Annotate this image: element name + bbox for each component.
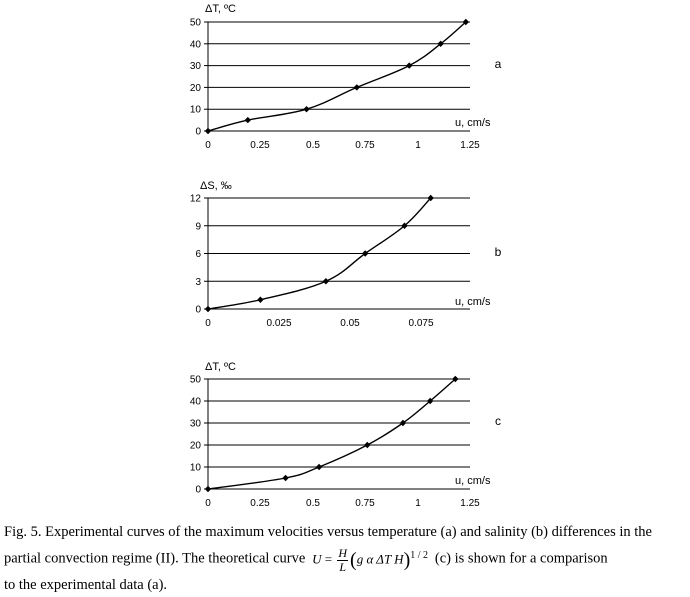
- data-point: [364, 441, 371, 449]
- y-tick-label: 30: [190, 419, 202, 430]
- x-tick-label: 0: [205, 140, 211, 151]
- formula-denominator: L: [339, 559, 347, 574]
- data-point: [362, 250, 369, 257]
- data-point: [303, 106, 310, 113]
- y-axis-label: ΔT, ºC: [205, 361, 236, 373]
- x-tick-label: 0.25: [250, 140, 270, 151]
- panel-label: c: [495, 414, 501, 428]
- x-tick-label: 1.25: [460, 140, 480, 151]
- y-tick-label: 50: [190, 375, 202, 386]
- x-axis-label: u, cm/s: [455, 475, 491, 487]
- y-tick-label: 10: [190, 463, 202, 474]
- data-point: [204, 485, 212, 493]
- caption-line-2-before: partial convection regime (II). The theo…: [4, 550, 306, 567]
- data-point: [204, 127, 212, 135]
- data-point: [426, 397, 434, 405]
- data-point: [462, 18, 470, 26]
- x-tick-label: 0.25: [250, 498, 270, 509]
- data-point: [353, 84, 361, 91]
- x-tick-label: 0.5: [306, 140, 320, 151]
- y-axis-label: ΔS, ‰: [200, 180, 232, 192]
- panel-label: a: [495, 57, 502, 71]
- panel-label: b: [495, 245, 502, 259]
- formula-numerator: H: [337, 545, 349, 561]
- data-point: [244, 116, 252, 124]
- data-point: [322, 278, 330, 285]
- formula-lhs: U: [312, 551, 322, 567]
- series-line: [207, 197, 432, 310]
- y-axis-label: ΔT, ºC: [205, 3, 236, 15]
- y-tick-label: 0: [195, 305, 201, 316]
- data-point: [406, 62, 413, 69]
- caption-line-2-after: (c) is shown for a comparison: [434, 550, 608, 567]
- formula-body: g α ΔT H: [356, 551, 404, 567]
- data-point: [282, 474, 289, 482]
- data-point: [437, 40, 444, 47]
- x-tick-label: 1: [415, 140, 421, 151]
- caption-line-2: partial convection regime (II). The theo…: [4, 544, 688, 574]
- x-axis-label: u, cm/s: [455, 296, 491, 308]
- y-tick-label: 0: [195, 485, 201, 496]
- chart-panel-c: 0 10 20 30 40 50 0 0.25 0.5 0.75 1 1.25 ΔT, ºC u, cm/…: [190, 361, 501, 509]
- formula-eq: =: [324, 551, 333, 567]
- y-tick-label: 0: [195, 127, 201, 138]
- data-point: [399, 419, 407, 427]
- y-tick-label: 40: [190, 39, 202, 50]
- x-tick-label: 1: [415, 498, 421, 509]
- series-line: [207, 378, 456, 490]
- x-tick-label: 0.5: [306, 498, 320, 509]
- caption-line-3: to the experimental data (a).: [4, 576, 168, 593]
- theory-formula: U = H L (g α ΔT H)1 / 2: [312, 545, 429, 574]
- x-tick-label: 1.25: [460, 498, 480, 509]
- data-point: [427, 194, 434, 202]
- data-point: [204, 305, 212, 313]
- series-line: [207, 21, 467, 132]
- chart-panel-b: 0 3 6 9 12 0 0.025 0.05 0.075 ΔS, ‰ u, cm/s b: [190, 180, 502, 329]
- chart-panel-a: 0 10 20 30 40 50 0 0.25 0.5 0.75 1 1.25 ΔT, ºC u, cm/…: [190, 3, 502, 151]
- x-tick-label: 0.05: [340, 318, 360, 329]
- x-tick-label: 0.75: [355, 498, 375, 509]
- figure-caption: Fig. 5. Experimental curves of the maxim…: [4, 521, 688, 597]
- formula-exponent: 1 / 2: [410, 550, 429, 561]
- data-point: [401, 222, 408, 229]
- x-tick-label: 0.075: [408, 318, 433, 329]
- caption-line-1: Fig. 5. Experimental curves of the maxim…: [4, 524, 652, 540]
- data-point: [315, 463, 323, 471]
- x-tick-label: 0.75: [355, 140, 375, 151]
- y-tick-label: 10: [190, 105, 202, 116]
- x-tick-label: 0.025: [266, 318, 291, 329]
- y-tick-label: 12: [190, 194, 202, 205]
- formula-fraction: H L: [337, 545, 349, 574]
- y-tick-label: 9: [195, 221, 201, 232]
- y-tick-label: 6: [195, 249, 201, 260]
- x-tick-label: 0: [205, 498, 211, 509]
- data-point: [257, 296, 264, 303]
- data-point: [452, 375, 459, 383]
- y-tick-label: 50: [190, 18, 202, 29]
- x-tick-label: 0: [205, 318, 211, 329]
- y-tick-label: 30: [190, 61, 202, 72]
- y-tick-label: 3: [195, 277, 201, 288]
- x-axis-label: u, cm/s: [455, 117, 491, 129]
- y-tick-label: 40: [190, 397, 202, 408]
- y-tick-label: 20: [190, 83, 202, 94]
- y-tick-label: 20: [190, 441, 202, 452]
